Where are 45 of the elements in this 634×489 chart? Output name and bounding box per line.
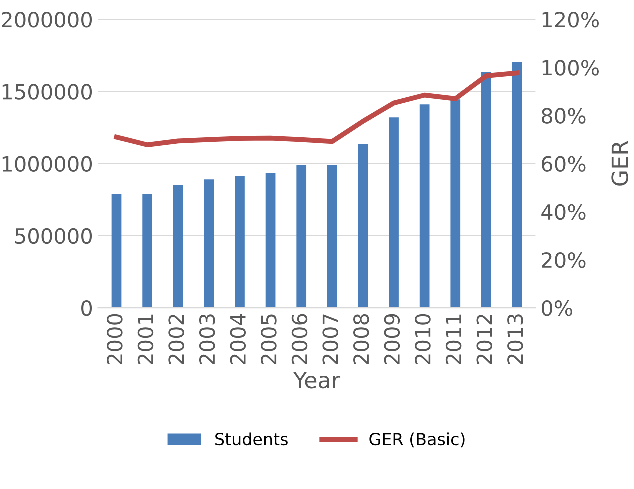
x-tick-label: 2005: [261, 314, 277, 364]
bar: [420, 104, 430, 308]
bar: [482, 72, 492, 308]
x-tick-label: 2012: [476, 315, 492, 364]
x-tick-label: 2011: [446, 314, 462, 364]
x-tick-label: 2003: [199, 314, 216, 364]
x-axis-title: Year: [293, 372, 341, 389]
x-tick-label: 2001: [138, 314, 154, 364]
bar: [173, 185, 184, 308]
legend-label: GER (Basic): [370, 432, 465, 448]
bar: [450, 100, 461, 308]
y2-tick-label: 0%: [542, 300, 572, 316]
bar: [266, 173, 276, 308]
x-tick-label: 2009: [384, 314, 400, 364]
y-tick-label: 1500000: [2, 84, 92, 100]
legend-label: Students: [216, 432, 288, 446]
y2-tick-label: 40%: [542, 204, 586, 220]
y-tick-label: 1000000: [2, 156, 92, 172]
x-tick-label: 2013: [508, 314, 524, 364]
x-tick-label: 2010: [415, 314, 431, 364]
bar: [296, 165, 307, 308]
bar: [112, 194, 122, 308]
y-tick-label: 500000: [15, 228, 92, 244]
x-tick-label: 2000: [107, 314, 123, 364]
bar: [142, 194, 152, 308]
x-tick-label: 2007: [322, 314, 338, 364]
bar: [235, 176, 245, 308]
y2-tick-label: 80%: [542, 108, 586, 124]
bar: [358, 144, 368, 308]
y2-tick-label: 100%: [542, 60, 599, 76]
y-tick-label: 0: [82, 300, 92, 316]
line-series: [114, 70, 520, 148]
y-tick-label: 2000000: [2, 12, 92, 28]
bar: [512, 62, 522, 308]
y2-axis-title: GER: [612, 141, 628, 186]
y2-tick-label: 60%: [542, 156, 586, 172]
bar: [327, 165, 338, 308]
bar: [204, 180, 214, 308]
y2-tick-label: 20%: [542, 252, 586, 268]
x-tick-label: 2008: [353, 314, 370, 364]
bar: [389, 118, 399, 308]
x-tick-label: 2002: [168, 315, 184, 364]
x-tick-label: 2006: [292, 314, 308, 364]
x-tick-label: 2004: [230, 314, 246, 364]
y2-tick-label: 120%: [542, 12, 599, 28]
